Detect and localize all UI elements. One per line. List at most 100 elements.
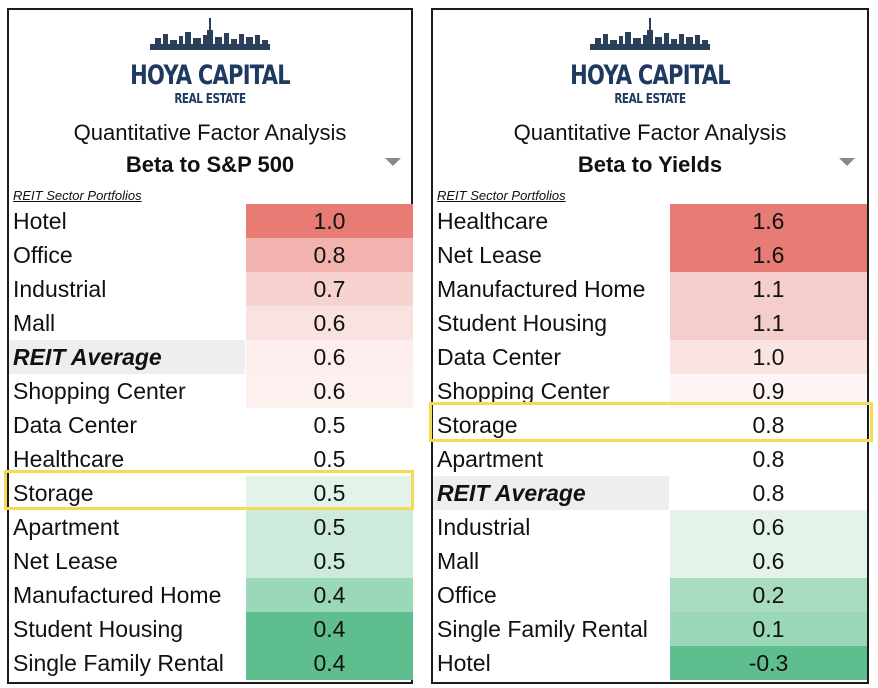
sector-name: Hotel	[13, 208, 67, 234]
table-row: Manufactured Home 1.1	[433, 272, 867, 306]
sector-name: Data Center	[437, 344, 562, 370]
sector-name: Office	[13, 242, 73, 268]
table-row: Industrial 0.7	[9, 272, 413, 306]
dropdown-arrow-icon[interactable]	[839, 158, 855, 166]
beta-value: 0.6	[246, 306, 413, 340]
sp500-beta-panel: HOYA CAPITAL REAL ESTATE Quantitative Fa…	[7, 8, 413, 684]
beta-value: 1.0	[246, 204, 413, 238]
beta-value: 0.5	[246, 510, 413, 544]
sector-name: Student Housing	[13, 616, 184, 642]
table-row: REIT Average 0.8	[433, 476, 867, 510]
sector-name: Industrial	[437, 514, 531, 540]
skyline-icon	[150, 18, 270, 50]
sector-name: Student Housing	[437, 310, 608, 336]
logo-sub: REAL ESTATE	[614, 92, 686, 107]
table-row: Apartment 0.5	[9, 510, 413, 544]
logo-name: HOYA CAPITAL	[570, 60, 731, 91]
beta-value: 0.6	[246, 340, 413, 374]
table-row: Single Family Rental 0.1	[433, 612, 867, 646]
beta-value: 0.4	[246, 612, 413, 646]
section-label: REIT Sector Portfolios	[437, 188, 566, 203]
average-row-shade	[433, 476, 669, 510]
sector-name: Shopping Center	[437, 378, 610, 404]
table-row: Mall 0.6	[433, 544, 867, 578]
table-row: Data Center 1.0	[433, 340, 867, 374]
table-row: Net Lease 0.5	[9, 544, 413, 578]
sector-name: Single Family Rental	[437, 616, 648, 642]
sector-name: Office	[437, 582, 497, 608]
beta-value: 0.8	[246, 238, 413, 272]
sector-name: Storage	[437, 412, 518, 438]
beta-value: 0.6	[670, 544, 867, 578]
beta-value: 0.8	[670, 442, 867, 476]
hoya-capital-logo: HOYA CAPITAL REAL ESTATE	[433, 16, 867, 118]
chart-subtitle: Beta to S&P 500	[125, 152, 295, 177]
beta-value: 0.7	[246, 272, 413, 306]
chart-subtitle: Beta to Yields	[577, 152, 723, 177]
beta-value: 1.0	[670, 340, 867, 374]
sector-name: Manufactured Home	[437, 276, 646, 302]
table-row: Single Family Rental 0.4	[9, 646, 413, 680]
beta-value: 0.2	[670, 578, 867, 612]
sector-name: Storage	[13, 480, 94, 506]
yields-beta-panel: HOYA CAPITAL REAL ESTATE Quantitative Fa…	[431, 8, 869, 684]
sector-name: Net Lease	[13, 548, 118, 574]
beta-value: 0.6	[670, 510, 867, 544]
table-row: Student Housing 1.1	[433, 306, 867, 340]
sector-name: Industrial	[13, 276, 107, 302]
chart-title: Quantitative Factor Analysis	[73, 120, 347, 145]
beta-value: 1.6	[670, 204, 867, 238]
sector-name: Data Center	[13, 412, 138, 438]
beta-value: 0.5	[246, 408, 413, 442]
table-row: Office 0.2	[433, 578, 867, 612]
table-row: Storage 0.8	[433, 408, 867, 442]
logo-name: HOYA CAPITAL	[130, 60, 291, 91]
skyline-icon	[590, 18, 710, 50]
sector-name: Mall	[13, 310, 56, 336]
dropdown-arrow-icon[interactable]	[385, 158, 401, 166]
beta-value: 0.6	[246, 374, 413, 408]
table-row: Office 0.8	[9, 238, 413, 272]
table-row: Industrial 0.6	[433, 510, 867, 544]
chart-title: Quantitative Factor Analysis	[513, 120, 787, 145]
beta-value: 0.8	[670, 408, 867, 442]
sector-name: Manufactured Home	[13, 582, 222, 608]
beta-value: 1.1	[670, 272, 867, 306]
sector-name: Apartment	[13, 514, 120, 540]
sector-name: Apartment	[437, 446, 544, 472]
table-row: REIT Average 0.6	[9, 340, 413, 374]
table-row: Net Lease 1.6	[433, 238, 867, 272]
sector-name: Single Family Rental	[13, 650, 224, 676]
table-row: Apartment 0.8	[433, 442, 867, 476]
beta-value: 1.1	[670, 306, 867, 340]
beta-value: 0.8	[670, 476, 867, 510]
logo-sub: REAL ESTATE	[174, 92, 246, 107]
beta-value: 1.6	[670, 238, 867, 272]
beta-value: 0.1	[670, 612, 867, 646]
sector-name: Healthcare	[437, 208, 549, 234]
hoya-capital-logo: HOYA CAPITAL REAL ESTATE	[9, 16, 411, 118]
section-label: REIT Sector Portfolios	[13, 188, 142, 203]
beta-value: -0.3	[670, 646, 867, 680]
sector-name: Shopping Center	[13, 378, 186, 404]
table-row: Shopping Center 0.9	[433, 374, 867, 408]
sector-name: REIT Average	[13, 344, 162, 370]
table-row: Hotel -0.3	[433, 646, 867, 680]
sector-name: Healthcare	[13, 446, 125, 472]
beta-value: 0.5	[246, 544, 413, 578]
table-row: Healthcare 1.6	[433, 204, 867, 238]
table-row: Data Center 0.5	[9, 408, 413, 442]
table-rows: Hotel 1.0 Office 0.8 Industrial 0.7 Mall 0.6 REI…	[9, 204, 413, 680]
table-row: Shopping Center 0.6	[9, 374, 413, 408]
beta-value: 0.9	[670, 374, 867, 408]
table-rows: Healthcare 1.6 Net Lease 1.6 Manufactured Ho…	[433, 204, 867, 680]
sector-name: Hotel	[437, 650, 491, 676]
table-row: Manufactured Home 0.4	[9, 578, 413, 612]
table-row: Student Housing 0.4	[9, 612, 413, 646]
sector-name: Mall	[437, 548, 480, 574]
table-row: Hotel 1.0	[9, 204, 413, 238]
table-row: Mall 0.6	[9, 306, 413, 340]
beta-value: 0.4	[246, 646, 413, 680]
sector-name: REIT Average	[437, 480, 586, 506]
sector-name: Net Lease	[437, 242, 542, 268]
